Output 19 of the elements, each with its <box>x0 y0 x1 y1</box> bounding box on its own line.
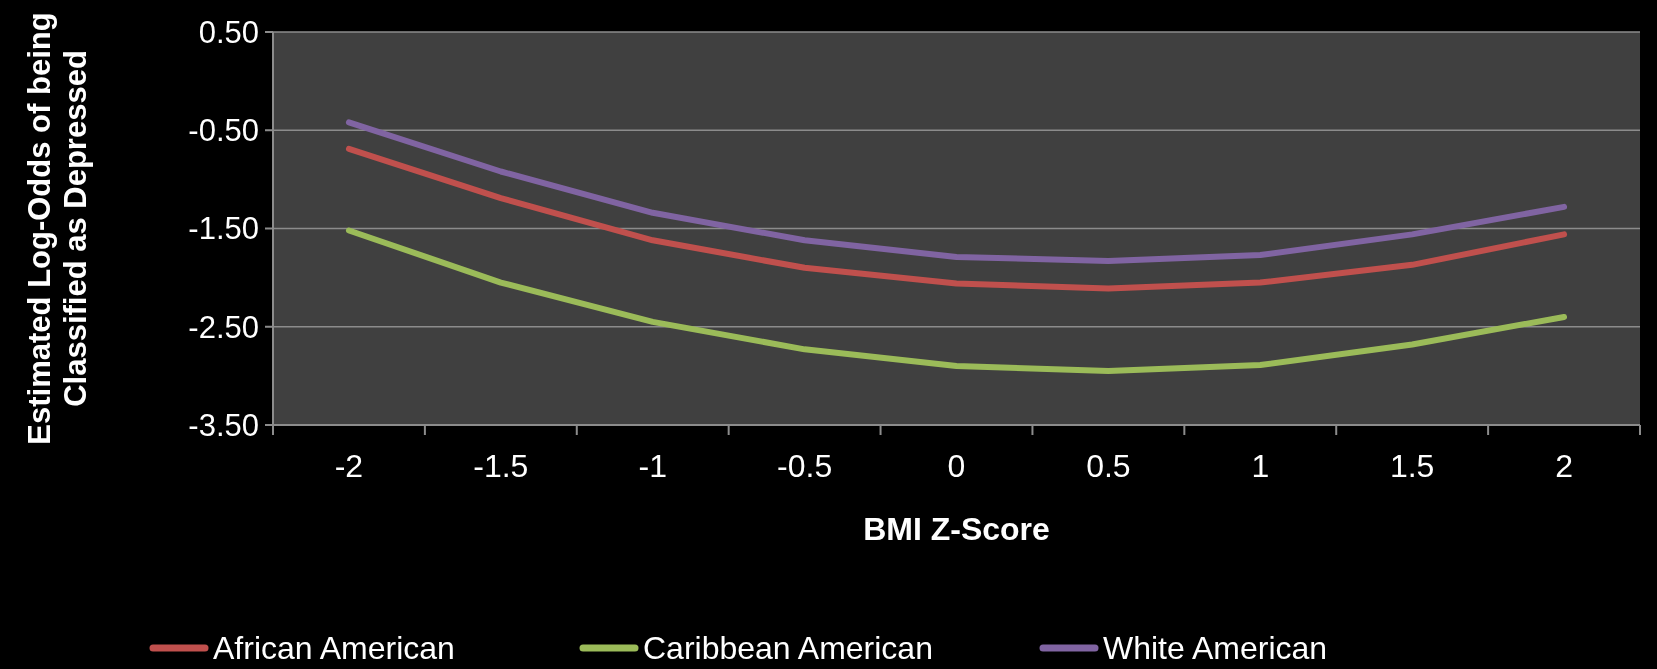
legend-label: Caribbean American <box>643 630 933 667</box>
y-tick-label: -2.50 <box>188 309 259 345</box>
y-tick-label: -0.50 <box>188 113 259 149</box>
x-tick-label: 0.5 <box>1086 448 1131 484</box>
y-tick-label: -3.50 <box>188 407 259 443</box>
x-tick-label: -0.5 <box>777 448 833 484</box>
legend-label: African American <box>213 630 455 667</box>
x-tick-label: -1.5 <box>473 448 529 484</box>
y-tick-label: -1.50 <box>188 211 259 247</box>
legend-label: White American <box>1103 630 1328 667</box>
x-tick-label: -2 <box>334 448 364 484</box>
y-axis-title: Estimated Log-Odds of being Classified as Depressed <box>22 12 93 445</box>
x-tick-label: 0 <box>947 448 966 484</box>
x-tick-label: 1 <box>1251 448 1270 484</box>
x-tick-label: -1 <box>638 448 667 484</box>
x-tick-label: 2 <box>1555 448 1573 484</box>
y-tick-label: 0.50 <box>198 14 259 50</box>
x-tick-label: 1.5 <box>1389 448 1435 484</box>
x-axis-title: BMI Z-Score <box>863 511 1050 547</box>
